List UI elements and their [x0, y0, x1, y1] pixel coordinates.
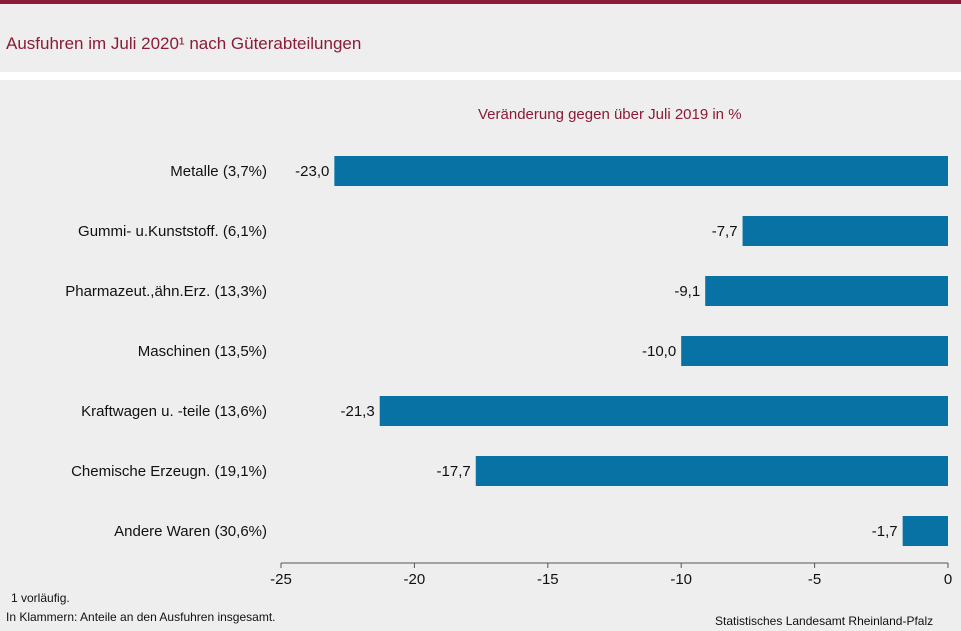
category-label: Pharmazeut.,ähn.Erz. (13,3%): [65, 283, 267, 300]
footnote-preliminary: 1 vorläufig.: [11, 591, 70, 605]
category-label: Chemische Erzeugn. (19,1%): [71, 463, 267, 480]
data-label: -1,7: [872, 523, 898, 540]
header-separator: [0, 72, 961, 80]
category-label: Metalle (3,7%): [170, 163, 267, 180]
x-tick-label: -5: [808, 571, 821, 588]
footnote-shares: In Klammern: Anteile an den Ausfuhren in…: [6, 610, 276, 624]
x-tick-label: -10: [670, 571, 692, 588]
category-label: Kraftwagen u. -teile (13,6%): [81, 403, 267, 420]
data-label: -9,1: [674, 283, 700, 300]
bar: [681, 336, 948, 366]
x-tick-label: -15: [537, 571, 559, 588]
bar: [379, 396, 948, 426]
bar: [742, 216, 948, 246]
bar: [475, 456, 948, 486]
data-label: -7,7: [712, 223, 738, 240]
chart-subtitle: Veränderung gegen über Juli 2019 in %: [478, 106, 742, 123]
x-tick-label: 0: [944, 571, 952, 588]
category-label: Gummi- u.Kunststoff. (6,1%): [78, 223, 267, 240]
data-label: -17,7: [437, 463, 471, 480]
top-accent-bar: [0, 0, 961, 4]
bar: [902, 516, 948, 546]
x-tick-label: -25: [270, 571, 292, 588]
header: Ausfuhren im Juli 2020¹ nach Güterabteil…: [0, 4, 961, 72]
bar: [705, 276, 948, 306]
source-label: Statistisches Landesamt Rheinland-Pfalz: [715, 614, 934, 628]
bar: [334, 156, 948, 186]
category-label: Andere Waren (30,6%): [114, 523, 267, 540]
data-label: -23,0: [295, 163, 329, 180]
page-title: Ausfuhren im Juli 2020¹ nach Güterabteil…: [6, 34, 362, 53]
category-label: Maschinen (13,5%): [138, 343, 267, 360]
data-label: -21,3: [341, 403, 375, 420]
x-tick-label: -20: [404, 571, 426, 588]
data-label: -10,0: [642, 343, 676, 360]
